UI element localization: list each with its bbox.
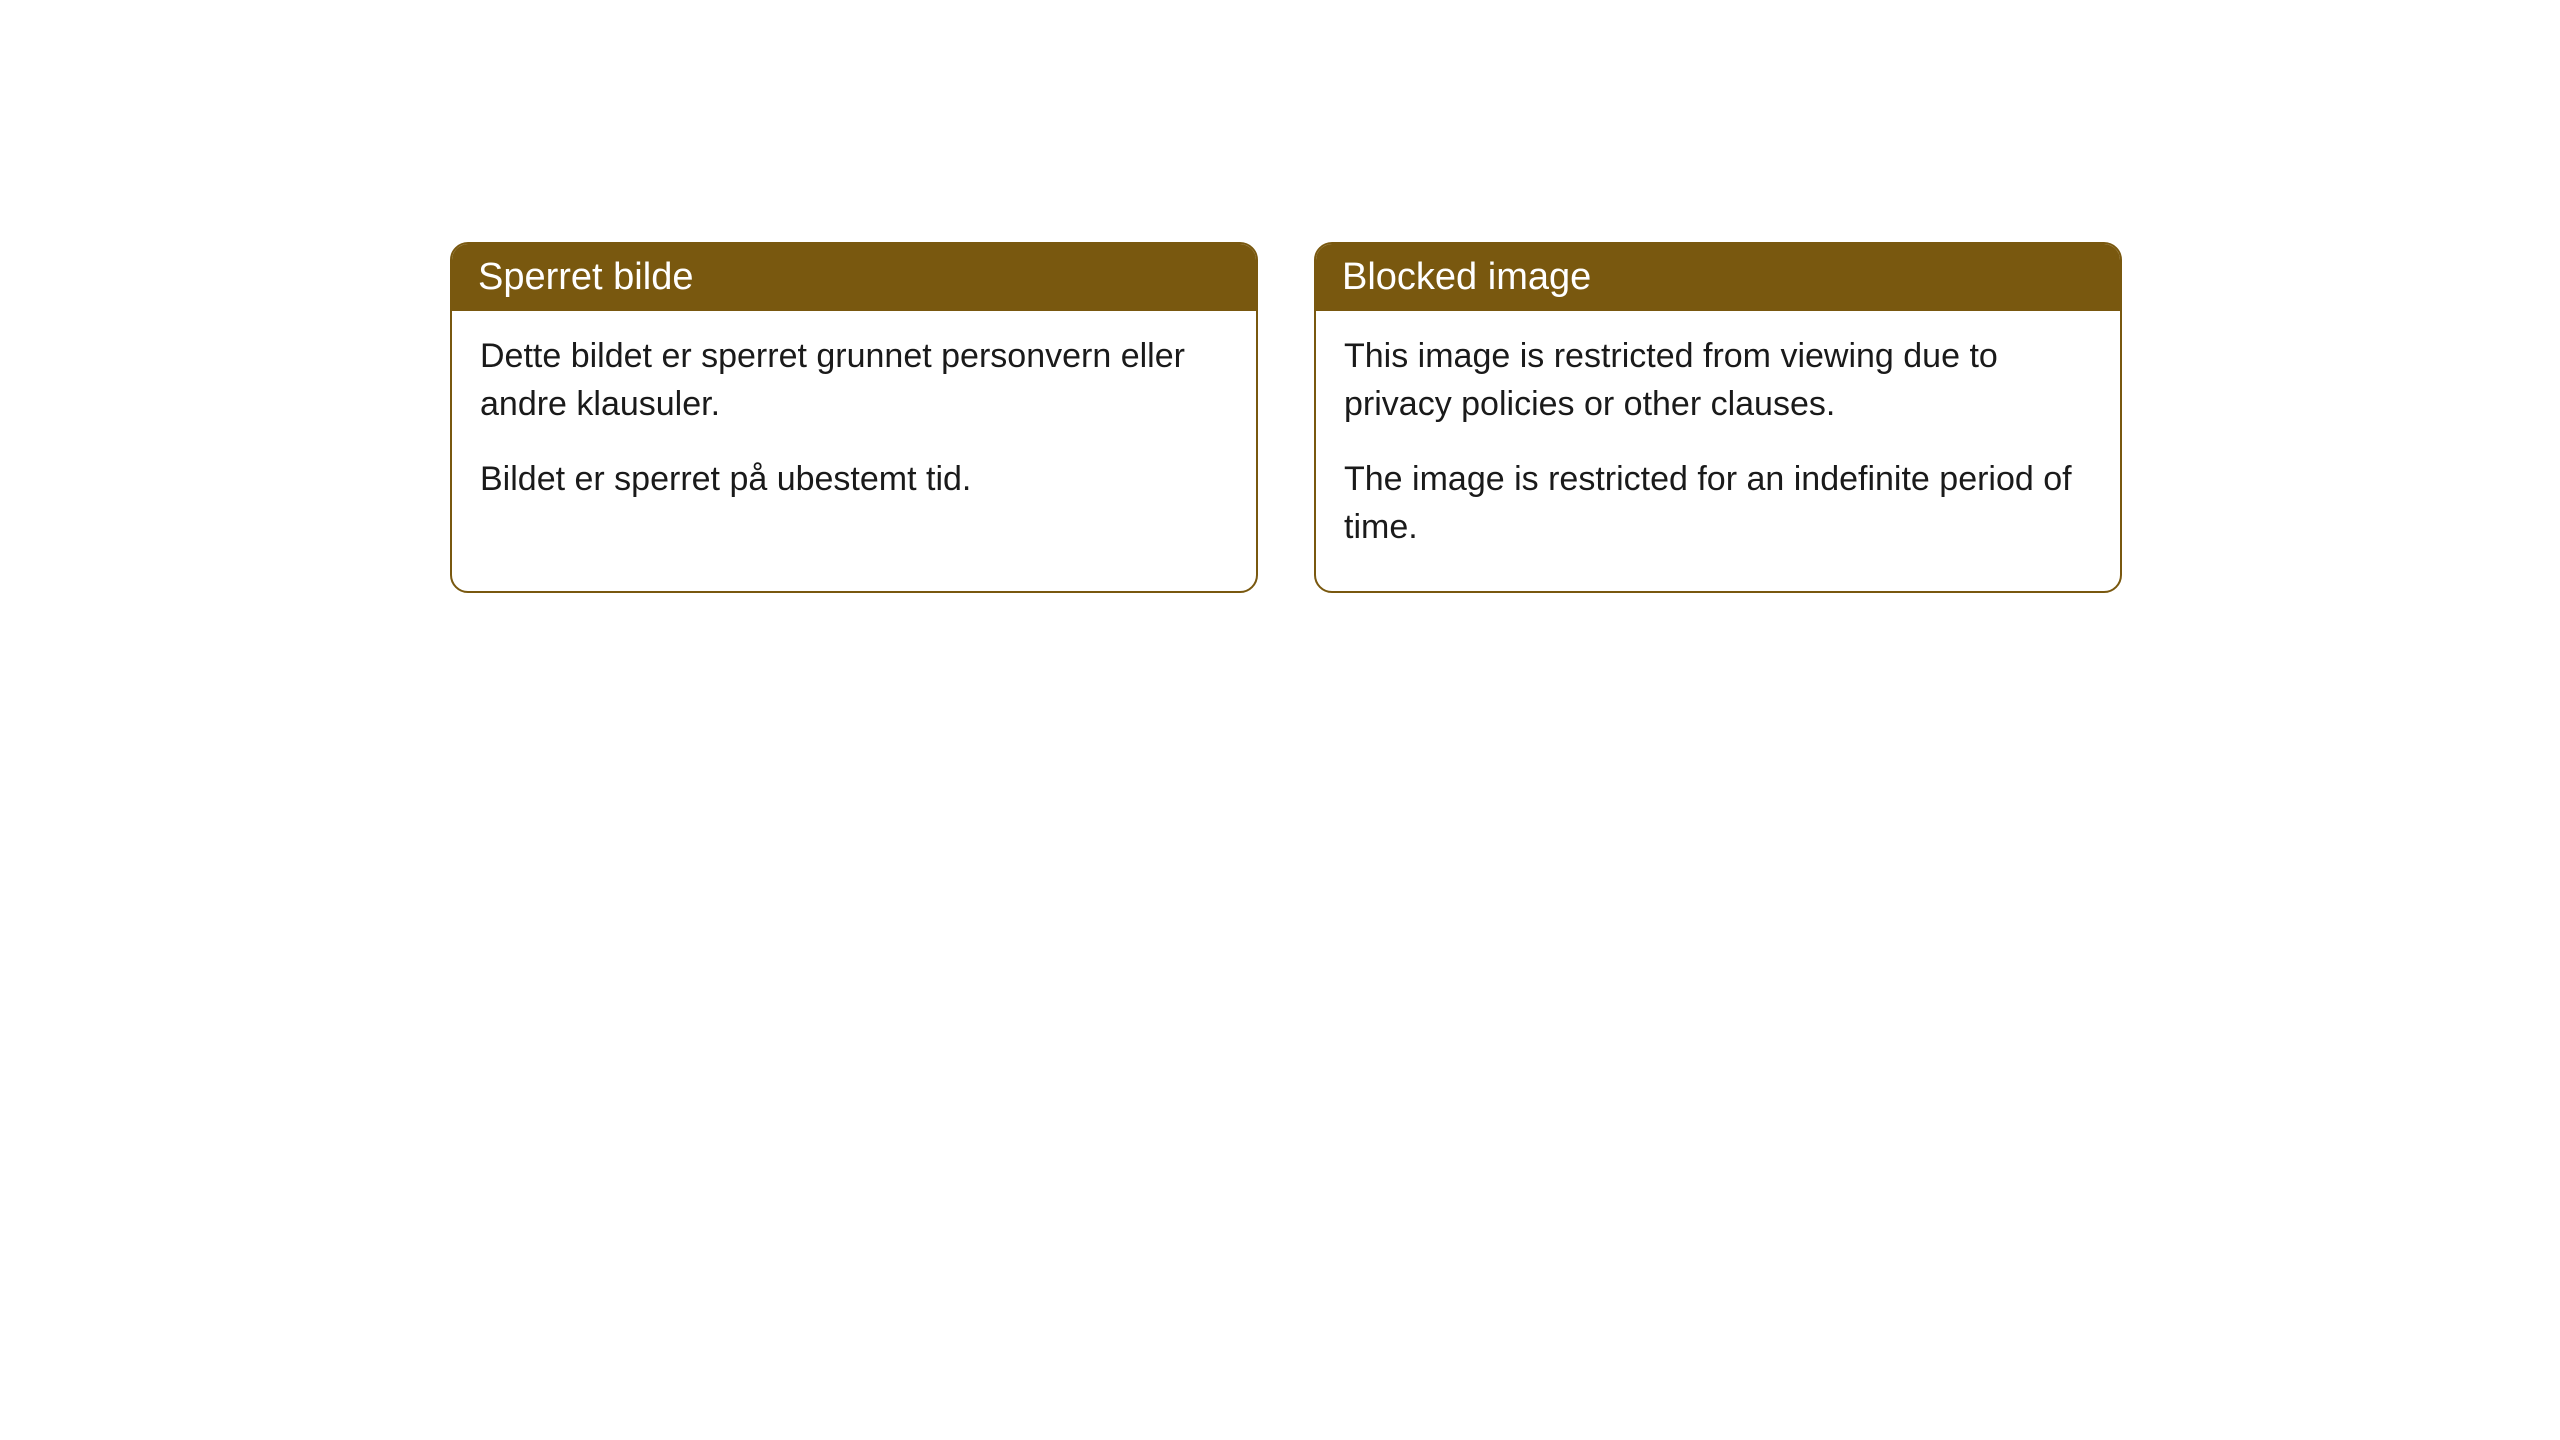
card-body-english: This image is restricted from viewing du… [1316, 311, 2120, 591]
card-header-norwegian: Sperret bilde [452, 244, 1256, 311]
card-paragraph-1-english: This image is restricted from viewing du… [1344, 333, 2092, 428]
cards-container: Sperret bilde Dette bildet er sperret gr… [450, 242, 2122, 593]
card-title-norwegian: Sperret bilde [478, 256, 693, 298]
card-paragraph-1-norwegian: Dette bildet er sperret grunnet personve… [480, 333, 1228, 428]
card-english: Blocked image This image is restricted f… [1314, 242, 2122, 593]
card-paragraph-2-english: The image is restricted for an indefinit… [1344, 456, 2092, 551]
card-paragraph-2-norwegian: Bildet er sperret på ubestemt tid. [480, 456, 1228, 504]
card-norwegian: Sperret bilde Dette bildet er sperret gr… [450, 242, 1258, 593]
card-title-english: Blocked image [1342, 256, 1591, 298]
card-body-norwegian: Dette bildet er sperret grunnet personve… [452, 311, 1256, 544]
card-header-english: Blocked image [1316, 244, 2120, 311]
